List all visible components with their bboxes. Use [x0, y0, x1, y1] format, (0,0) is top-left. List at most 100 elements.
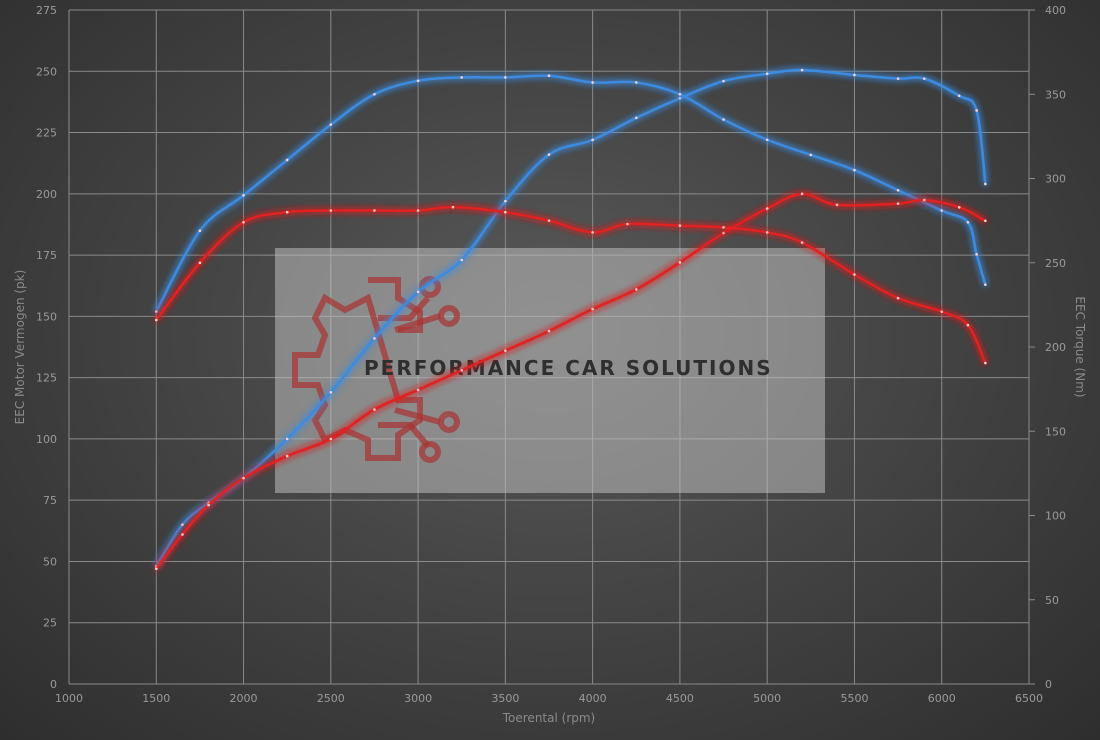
data-point: [765, 72, 769, 76]
y-left-tick-label: 225: [36, 127, 57, 140]
data-point: [896, 77, 900, 80]
data-point: [626, 222, 629, 226]
data-point: [416, 388, 420, 392]
data-point: [678, 96, 682, 100]
data-point: [800, 68, 804, 72]
series-0: [154, 68, 987, 568]
data-point: [416, 290, 420, 294]
data-point: [373, 408, 376, 411]
data-point: [460, 258, 464, 262]
x-tick-label: 4000: [579, 692, 607, 705]
y-right-tick-label: 100: [1045, 510, 1066, 523]
x-tick-label: 5000: [753, 692, 781, 705]
data-point: [329, 437, 333, 441]
y-right-tick-label: 50: [1045, 594, 1059, 607]
data-point: [984, 182, 987, 186]
data-point: [853, 168, 856, 172]
data-point: [504, 76, 507, 79]
y-left-tick-label: 50: [43, 555, 57, 568]
data-point: [285, 437, 289, 441]
y-right-tick-label: 350: [1045, 88, 1066, 101]
y-right-tick-label: 150: [1045, 425, 1066, 438]
data-point: [765, 138, 769, 142]
data-point: [242, 221, 245, 224]
y-left-tick-label: 100: [36, 433, 57, 446]
data-point: [966, 221, 970, 224]
data-point: [504, 210, 507, 214]
watermark-text: PERFORMANCE CAR SOLUTIONS: [364, 356, 773, 380]
x-tick-label: 4500: [666, 692, 694, 705]
data-point: [547, 74, 551, 78]
data-point: [373, 92, 376, 96]
data-point: [285, 210, 289, 214]
data-point: [285, 454, 289, 458]
data-point: [975, 109, 978, 112]
data-point: [853, 73, 856, 77]
data-point: [451, 205, 455, 209]
data-point: [591, 231, 594, 234]
data-point: [765, 207, 769, 210]
data-point: [809, 153, 813, 157]
data-point: [678, 261, 682, 264]
y-axis-right-label: EEC Torque (Nm): [1073, 296, 1087, 397]
data-point: [181, 533, 184, 536]
data-point: [198, 261, 202, 265]
data-point: [896, 188, 900, 192]
data-point: [373, 209, 376, 212]
series-group: [154, 68, 987, 571]
data-point: [504, 349, 507, 352]
y-axis-left-label: EEC Motor Vermogen (pk): [13, 270, 27, 425]
data-point: [329, 123, 333, 126]
data-point: [975, 253, 978, 256]
data-point: [896, 202, 900, 205]
x-tick-label: 3500: [491, 692, 519, 705]
data-point: [853, 273, 856, 276]
data-point: [329, 209, 333, 212]
x-tick-label: 5500: [840, 692, 868, 705]
data-point: [957, 94, 961, 98]
data-point: [547, 329, 551, 333]
data-point: [722, 231, 725, 235]
x-axis-label: Toerental (rpm): [502, 711, 595, 725]
y-right-tick-label: 250: [1045, 257, 1066, 270]
y-left-tick-label: 275: [36, 4, 57, 17]
data-point: [460, 368, 464, 372]
data-point: [722, 118, 725, 121]
y-left-tick-label: 150: [36, 310, 57, 323]
y-right-tick-label: 400: [1045, 4, 1066, 17]
data-point: [922, 198, 926, 202]
y-left-tick-label: 25: [43, 617, 57, 630]
y-left-tick-label: 75: [43, 494, 57, 507]
data-point: [198, 229, 202, 233]
x-tick-label: 2000: [230, 692, 258, 705]
data-point: [984, 219, 987, 223]
y-left-tick-label: 250: [36, 65, 57, 78]
tick-labels: 1000 1500 2000 2500 3000 3500 4000 4500 5000 5500…: [36, 4, 1066, 705]
data-point: [591, 81, 594, 84]
y-left-tick-label: 175: [36, 249, 57, 262]
data-point: [181, 523, 184, 526]
y-left-tick-label: 125: [36, 372, 57, 385]
x-tick-label: 3000: [404, 692, 432, 705]
data-point: [416, 79, 420, 83]
series-2: [154, 192, 987, 571]
data-point: [835, 203, 839, 207]
data-point: [722, 79, 725, 83]
data-point: [634, 81, 638, 84]
data-point: [765, 231, 769, 234]
watermark: PERFORMANCE CAR SOLUTIONS: [275, 248, 825, 493]
data-point: [460, 76, 464, 79]
data-point: [154, 567, 158, 571]
data-point: [722, 226, 725, 229]
data-point: [678, 224, 682, 227]
x-tick-label: 6500: [1015, 692, 1043, 705]
x-tick-label: 1500: [142, 692, 170, 705]
data-point: [373, 337, 376, 340]
data-point: [154, 318, 158, 322]
y-right-tick-label: 0: [1045, 678, 1052, 691]
data-point: [800, 192, 804, 196]
data-point: [896, 296, 900, 300]
data-point: [678, 92, 682, 96]
